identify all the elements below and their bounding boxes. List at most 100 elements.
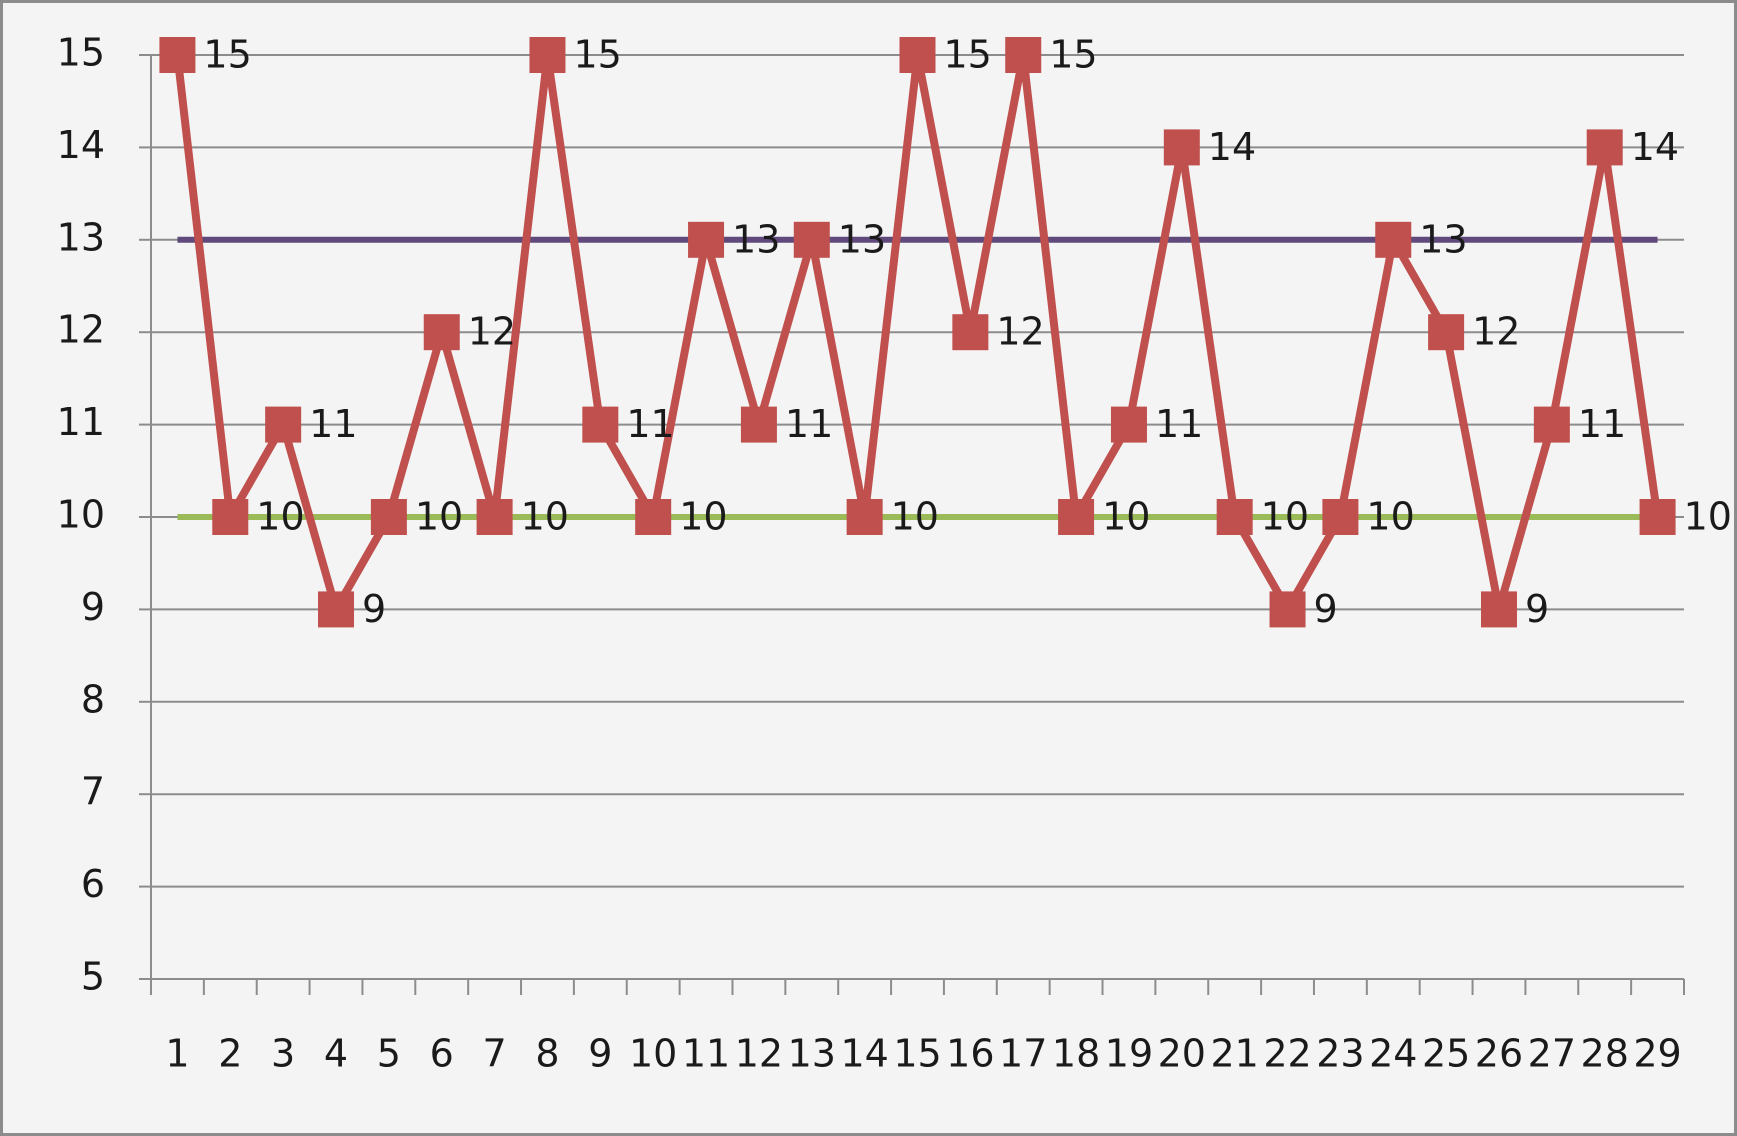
x-tick-label: 2 (218, 1032, 242, 1076)
data-label: 11 (626, 402, 674, 446)
marker (1533, 406, 1570, 443)
marker (1375, 221, 1412, 258)
marker (318, 591, 355, 628)
marker (159, 37, 196, 73)
x-tick-label: 1 (165, 1032, 189, 1076)
marker (1163, 129, 1200, 166)
data-label: 9 (362, 587, 386, 631)
data-label: 14 (1208, 125, 1256, 169)
data-label: 10 (1684, 495, 1732, 539)
x-tick-label: 23 (1316, 1032, 1364, 1076)
marker (740, 406, 777, 443)
x-tick-label: 28 (1581, 1032, 1629, 1076)
marker (1216, 499, 1253, 535)
marker (635, 499, 672, 535)
marker (423, 314, 460, 351)
x-tick-label: 7 (483, 1032, 507, 1076)
data-label: 10 (1261, 495, 1309, 539)
y-tick-label: 15 (57, 31, 105, 75)
data-label: 10 (679, 495, 727, 539)
marker (212, 499, 249, 535)
marker (1639, 499, 1676, 535)
data-label: 13 (838, 217, 886, 261)
marker (952, 314, 989, 351)
data-label: 12 (1472, 310, 1520, 354)
y-tick-label: 9 (81, 585, 105, 629)
x-tick-label: 11 (682, 1032, 730, 1076)
data-label: 10 (891, 495, 939, 539)
marker (1110, 406, 1147, 443)
marker (265, 406, 302, 443)
y-tick-label: 14 (57, 123, 105, 167)
y-tick-label: 11 (57, 400, 105, 444)
x-tick-label: 20 (1158, 1032, 1206, 1076)
data-label: 10 (1102, 495, 1150, 539)
x-tick-label: 12 (735, 1032, 783, 1076)
marker (1269, 591, 1306, 628)
x-tick-label: 22 (1263, 1032, 1311, 1076)
data-label: 11 (1578, 402, 1626, 446)
x-tick-label: 16 (946, 1032, 994, 1076)
data-label: 12 (996, 310, 1044, 354)
marker (529, 37, 566, 73)
data-label: 10 (521, 495, 569, 539)
x-tick-label: 15 (893, 1032, 941, 1076)
x-tick-label: 14 (840, 1032, 888, 1076)
y-tick-label: 10 (57, 493, 105, 537)
data-label: 10 (415, 495, 463, 539)
marker (1428, 314, 1465, 351)
x-tick-label: 8 (535, 1032, 559, 1076)
x-tick-label: 6 (430, 1032, 454, 1076)
data-label: 11 (1155, 402, 1203, 446)
x-tick-label: 10 (629, 1032, 677, 1076)
marker (1058, 499, 1095, 535)
marker (688, 221, 725, 258)
data-label: 14 (1631, 125, 1679, 169)
data-label: 15 (573, 33, 621, 77)
marker (582, 406, 619, 443)
data-label: 10 (1366, 495, 1414, 539)
x-tick-label: 13 (788, 1032, 836, 1076)
x-tick-label: 4 (324, 1032, 348, 1076)
marker (846, 499, 883, 535)
marker (1586, 129, 1623, 166)
data-label: 13 (1419, 217, 1467, 261)
y-tick-label: 13 (57, 215, 105, 259)
y-tick-label: 8 (81, 677, 105, 721)
x-tick-label: 18 (1052, 1032, 1100, 1076)
data-label: 12 (468, 310, 516, 354)
marker (1480, 591, 1517, 628)
data-label: 9 (1314, 587, 1338, 631)
x-tick-label: 3 (271, 1032, 295, 1076)
y-tick-label: 6 (81, 862, 105, 906)
marker (370, 499, 407, 535)
data-label: 11 (309, 402, 357, 446)
marker (793, 221, 830, 258)
x-tick-label: 21 (1210, 1032, 1258, 1076)
x-tick-label: 17 (999, 1032, 1047, 1076)
y-tick-label: 5 (81, 955, 105, 999)
x-tick-label: 9 (588, 1032, 612, 1076)
marker (1322, 499, 1359, 535)
marker (899, 37, 936, 73)
marker (1005, 37, 1042, 73)
x-tick-label: 24 (1369, 1032, 1417, 1076)
x-tick-label: 26 (1475, 1032, 1523, 1076)
data-label: 15 (1049, 33, 1097, 77)
x-tick-label: 29 (1633, 1032, 1681, 1076)
marker (476, 499, 513, 535)
data-label: 15 (203, 33, 251, 77)
x-tick-label: 5 (377, 1032, 401, 1076)
x-tick-label: 27 (1528, 1032, 1576, 1076)
data-label: 15 (944, 33, 992, 77)
data-label: 13 (732, 217, 780, 261)
data-label: 9 (1525, 587, 1549, 631)
data-label: 11 (785, 402, 833, 446)
x-tick-label: 25 (1422, 1032, 1470, 1076)
y-tick-label: 12 (57, 308, 105, 352)
y-tick-label: 7 (81, 770, 105, 814)
data-label: 10 (256, 495, 304, 539)
x-tick-label: 19 (1105, 1032, 1153, 1076)
